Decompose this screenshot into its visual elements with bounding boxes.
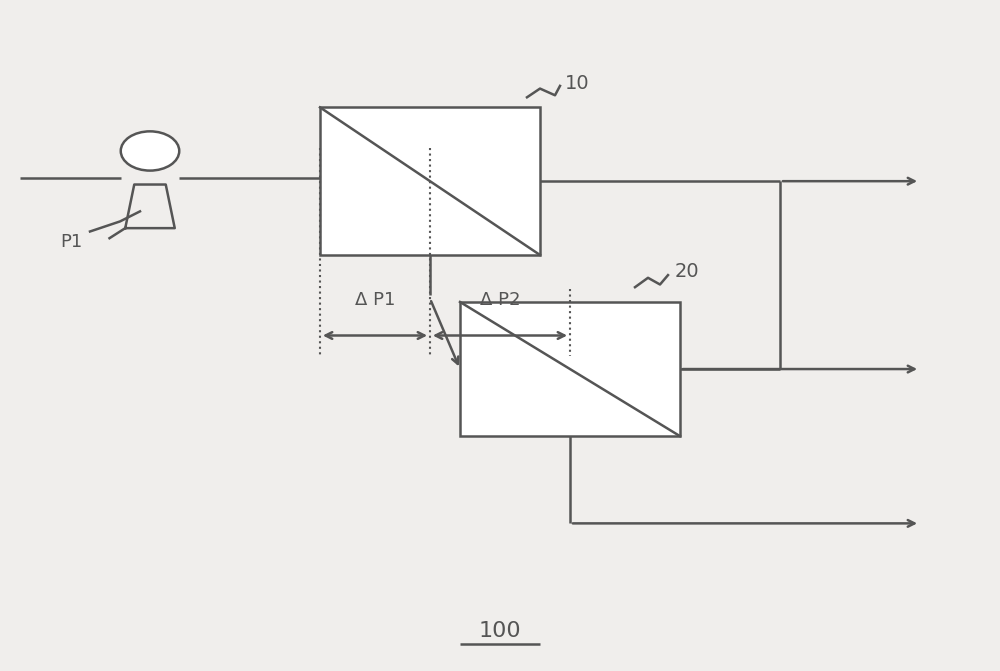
Text: Δ P1: Δ P1 (355, 291, 395, 309)
Text: 10: 10 (565, 74, 590, 93)
Text: P1: P1 (60, 233, 82, 250)
Ellipse shape (121, 132, 179, 170)
Text: 20: 20 (675, 262, 700, 281)
Bar (460, 302, 680, 436)
Text: 100: 100 (479, 621, 521, 641)
Text: Δ P2: Δ P2 (480, 291, 520, 309)
Bar (320, 107, 540, 255)
